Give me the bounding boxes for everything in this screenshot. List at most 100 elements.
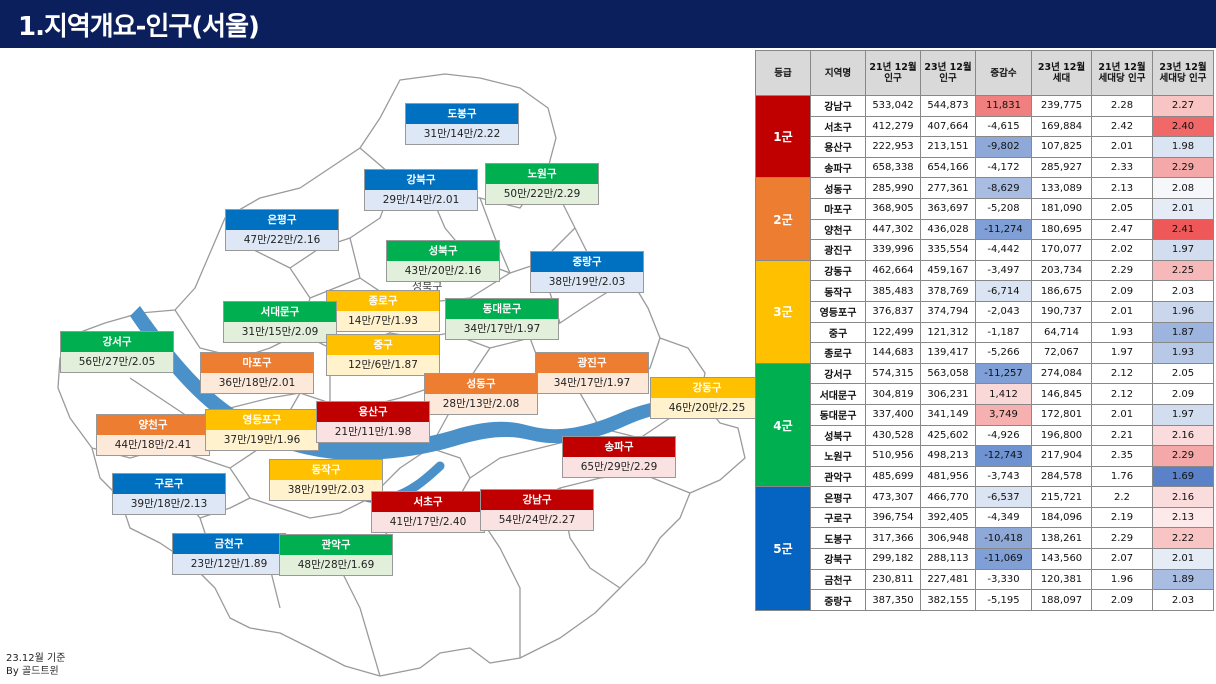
district-name-cell: 송파구 (810, 156, 866, 179)
column-header: 23년 12월 인구 (920, 50, 976, 96)
district-name-cell: 강동구 (810, 259, 866, 282)
district-label-name: 양천구 (97, 415, 209, 435)
district-label-value: 29만/14만/2.01 (382, 194, 460, 206)
grade-cell: 2군 (755, 177, 811, 261)
households-2023-cell: 72,067 (1031, 342, 1092, 364)
district-label: 강서구 56만/27만/2.05 (60, 331, 174, 373)
pop-2023-cell: 378,769 (920, 280, 976, 302)
grade-cell: 3군 (755, 259, 811, 364)
district-label: 영등포구 37만/19만/1.96 (205, 409, 319, 451)
district-label-value: 23만/12만/1.89 (190, 558, 268, 570)
per-household-2023-cell: 1.98 (1152, 136, 1214, 158)
table-row: 중구 122,499 121,312 -1,187 64,714 1.93 1.87 (756, 321, 1214, 344)
district-name-cell: 강남구 (810, 95, 866, 117)
per-household-2021-cell: 2.13 (1091, 177, 1153, 199)
district-label-name: 마포구 (201, 353, 313, 373)
per-household-2021-cell: 1.76 (1091, 465, 1153, 488)
district-label-value: 41만/17만/2.40 (389, 516, 467, 528)
pop-2021-cell: 385,483 (865, 280, 921, 302)
per-household-2021-cell: 2.01 (1091, 403, 1153, 426)
district-label-name: 용산구 (317, 402, 429, 422)
per-household-2023-cell: 1.97 (1152, 239, 1214, 261)
district-label-name: 금천구 (173, 534, 285, 554)
change-cell: -5,208 (975, 197, 1032, 220)
table-row: 영등포구 376,837 374,794 -2,043 190,737 2.01 1.96 (756, 300, 1214, 323)
table-row: 성북구 430,528 425,602 -4,926 196,800 2.21 2.16 (756, 424, 1214, 447)
per-household-2021-cell: 2.12 (1091, 383, 1153, 405)
per-household-2021-cell: 1.96 (1091, 568, 1153, 591)
change-cell: -10,418 (975, 527, 1032, 550)
district-name-cell: 동대문구 (810, 403, 866, 426)
pop-2023-cell: 425,602 (920, 424, 976, 447)
district-label-name: 종로구 (327, 291, 439, 311)
per-household-2021-cell: 2.12 (1091, 362, 1153, 385)
households-2023-cell: 169,884 (1031, 115, 1092, 138)
pop-2021-cell: 285,990 (865, 177, 921, 199)
table-row: 동작구 385,483 378,769 -6,714 186,675 2.09 2.03 (756, 280, 1214, 302)
table-row: 동대문구 337,400 341,149 3,749 172,801 2.01 1.97 (756, 403, 1214, 426)
per-household-2021-cell: 2.28 (1091, 95, 1153, 117)
district-name-cell: 양천구 (810, 218, 866, 241)
district-label-value: 36만/18만/2.01 (218, 377, 296, 389)
households-2023-cell: 203,734 (1031, 259, 1092, 282)
column-header: 23년 12월 세대당 인구 (1152, 50, 1214, 96)
district-label-value: 14만/7만/1.93 (348, 315, 418, 327)
district-label-value: 65만/29만/2.29 (580, 461, 658, 473)
district-name-cell: 금천구 (810, 568, 866, 591)
households-2023-cell: 181,090 (1031, 197, 1092, 220)
per-household-2023-cell: 2.03 (1152, 280, 1214, 302)
district-label: 양천구 44만/18만/2.41 (96, 414, 210, 456)
district-label-name: 서대문구 (224, 302, 336, 322)
change-cell: -6,537 (975, 486, 1032, 508)
district-label-value: 48만/28만/1.69 (297, 559, 375, 571)
change-cell: -4,926 (975, 424, 1032, 447)
table-row: 양천구 447,302 436,028 -11,274 180,695 2.47 2.41 (756, 218, 1214, 241)
district-label: 관악구 48만/28만/1.69 (279, 534, 393, 576)
pop-2023-cell: 288,113 (920, 548, 976, 570)
per-household-2023-cell: 2.22 (1152, 527, 1214, 550)
change-cell: 3,749 (975, 403, 1032, 426)
table-row: 관악구 485,699 481,956 -3,743 284,578 1.76 1.69 (756, 465, 1214, 488)
grade-cell: 5군 (755, 486, 811, 611)
pop-2023-cell: 363,697 (920, 197, 976, 220)
pop-2021-cell: 473,307 (865, 486, 921, 508)
pop-2021-cell: 304,819 (865, 383, 921, 405)
table-row: 마포구 368,905 363,697 -5,208 181,090 2.05 2.01 (756, 197, 1214, 220)
table-row: 서초구 412,279 407,664 -4,615 169,884 2.42 2.40 (756, 115, 1214, 138)
district-label-value: 38만/19만/2.03 (287, 484, 365, 496)
district-label-value: 44만/18만/2.41 (114, 439, 192, 451)
per-household-2023-cell: 1.69 (1152, 465, 1214, 488)
per-household-2021-cell: 2.21 (1091, 424, 1153, 447)
population-table: 등급 지역명 21년 12월 인구 23년 12월 인구 증감수 23년 12월 세대 21… (755, 50, 1214, 611)
pop-2021-cell: 412,279 (865, 115, 921, 138)
district-name-cell: 동작구 (810, 280, 866, 302)
column-header: 23년 12월 세대 (1031, 50, 1092, 96)
district-label-name: 강서구 (61, 332, 173, 352)
households-2023-cell: 285,927 (1031, 156, 1092, 179)
district-label-name: 중구 (327, 335, 439, 355)
district-name-cell: 도봉구 (810, 527, 866, 550)
households-2023-cell: 180,695 (1031, 218, 1092, 241)
change-cell: -11,274 (975, 218, 1032, 241)
per-household-2023-cell: 2.41 (1152, 218, 1214, 241)
change-cell: -1,187 (975, 321, 1032, 344)
seoul-map: 성북구 도봉구 31만/14만/2.22 노원구 50만/22만/2.29 강북구 29만… (0, 48, 764, 684)
pop-2023-cell: 374,794 (920, 300, 976, 323)
table-row: 5군 은평구 473,307 466,770 -6,537 215,721 2.2 2.16 (755, 486, 1214, 611)
per-household-2023-cell: 2.25 (1152, 259, 1214, 282)
district-label-name: 영등포구 (206, 410, 318, 430)
pop-2023-cell: 227,481 (920, 568, 976, 591)
district-label: 노원구 50만/22만/2.29 (485, 163, 599, 205)
pop-2021-cell: 510,956 (865, 445, 921, 467)
pop-2021-cell: 368,905 (865, 197, 921, 220)
column-header: 등급 (755, 50, 811, 96)
per-household-2021-cell: 2.09 (1091, 589, 1153, 611)
change-cell: -4,349 (975, 506, 1032, 529)
pop-2023-cell: 341,149 (920, 403, 976, 426)
district-label: 중구 12만/6만/1.87 (326, 334, 440, 376)
title-bar: 1.지역개요-인구(서울) (0, 0, 1216, 48)
per-household-2021-cell: 2.09 (1091, 280, 1153, 302)
district-label: 마포구 36만/18만/2.01 (200, 352, 314, 394)
per-household-2023-cell: 2.01 (1152, 197, 1214, 220)
households-2023-cell: 196,800 (1031, 424, 1092, 447)
